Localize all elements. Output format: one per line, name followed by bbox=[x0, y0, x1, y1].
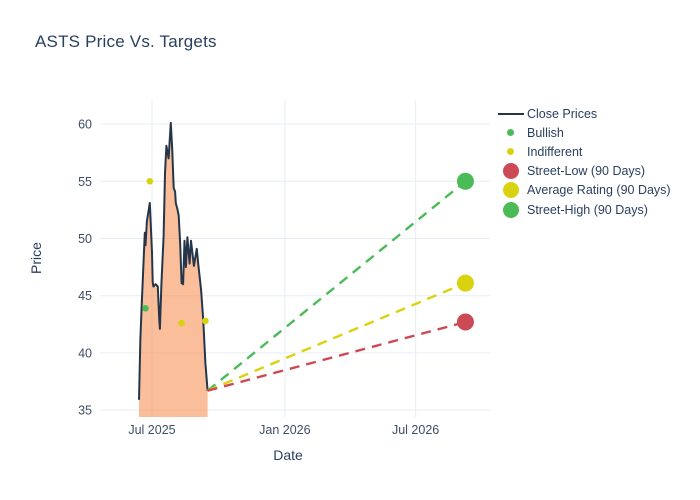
legend-label: Indifferent bbox=[527, 144, 583, 159]
indifferent-marker bbox=[178, 319, 185, 327]
tick-labels: 35 40 45 50 55 60 Jul 2025 Jan 2026 Jul … bbox=[78, 118, 439, 437]
average-marker bbox=[456, 274, 474, 292]
bullish-marker bbox=[142, 304, 149, 312]
x-tick-label: Jul 2025 bbox=[128, 423, 175, 437]
legend-label: Close Prices bbox=[527, 106, 598, 121]
street-low-circle-icon bbox=[494, 163, 527, 180]
x-tick-label: Jul 2026 bbox=[392, 423, 439, 437]
legend-label: Average Rating (90 Days) bbox=[527, 183, 671, 198]
y-tick-label: 45 bbox=[78, 289, 92, 303]
y-tick-label: 35 bbox=[78, 404, 92, 418]
series-layer bbox=[138, 121, 474, 418]
average-rating-circle-icon bbox=[494, 182, 527, 199]
legend-item-street-high[interactable]: Street-High (90 Days) bbox=[494, 200, 671, 219]
legend-item-close-prices[interactable]: Close Prices bbox=[494, 104, 671, 123]
indifferent-dot-icon bbox=[494, 148, 527, 156]
legend-label: Bullish bbox=[527, 125, 564, 140]
indifferent-marker bbox=[202, 317, 209, 325]
legend-label: Street-Low (90 Days) bbox=[527, 164, 646, 179]
x-axis-title: Date bbox=[273, 447, 303, 463]
y-tick-label: 50 bbox=[78, 232, 92, 246]
legend-item-average-rating[interactable]: Average Rating (90 Days) bbox=[494, 181, 671, 200]
x-tick-label: Jan 2026 bbox=[259, 423, 310, 437]
close-prices-line bbox=[138, 121, 209, 400]
legend-item-indifferent[interactable]: Indifferent bbox=[494, 142, 671, 161]
chart-title: ASTS Price Vs. Targets bbox=[35, 32, 217, 51]
bullish-dot-icon bbox=[494, 129, 527, 137]
target-line-average bbox=[207, 281, 466, 392]
street-low-marker bbox=[456, 313, 474, 331]
y-tick-label: 40 bbox=[78, 346, 92, 360]
target-line-street-high bbox=[206, 180, 467, 392]
chart-legend: Close Prices Bullish Indifferent Street-… bbox=[494, 104, 671, 219]
street-high-circle-icon bbox=[494, 201, 527, 218]
y-tick-label: 60 bbox=[78, 118, 92, 132]
legend-item-bullish[interactable]: Bullish bbox=[494, 123, 671, 142]
close-prices-line-icon bbox=[494, 112, 527, 115]
target-line-street-low bbox=[207, 320, 466, 392]
close-prices-area bbox=[139, 122, 208, 418]
legend-label: Street-High (90 Days) bbox=[527, 202, 648, 217]
indifferent-marker bbox=[146, 177, 154, 185]
y-tick-label: 55 bbox=[78, 175, 92, 189]
legend-item-street-low[interactable]: Street-Low (90 Days) bbox=[494, 162, 671, 181]
street-high-marker bbox=[456, 172, 474, 190]
